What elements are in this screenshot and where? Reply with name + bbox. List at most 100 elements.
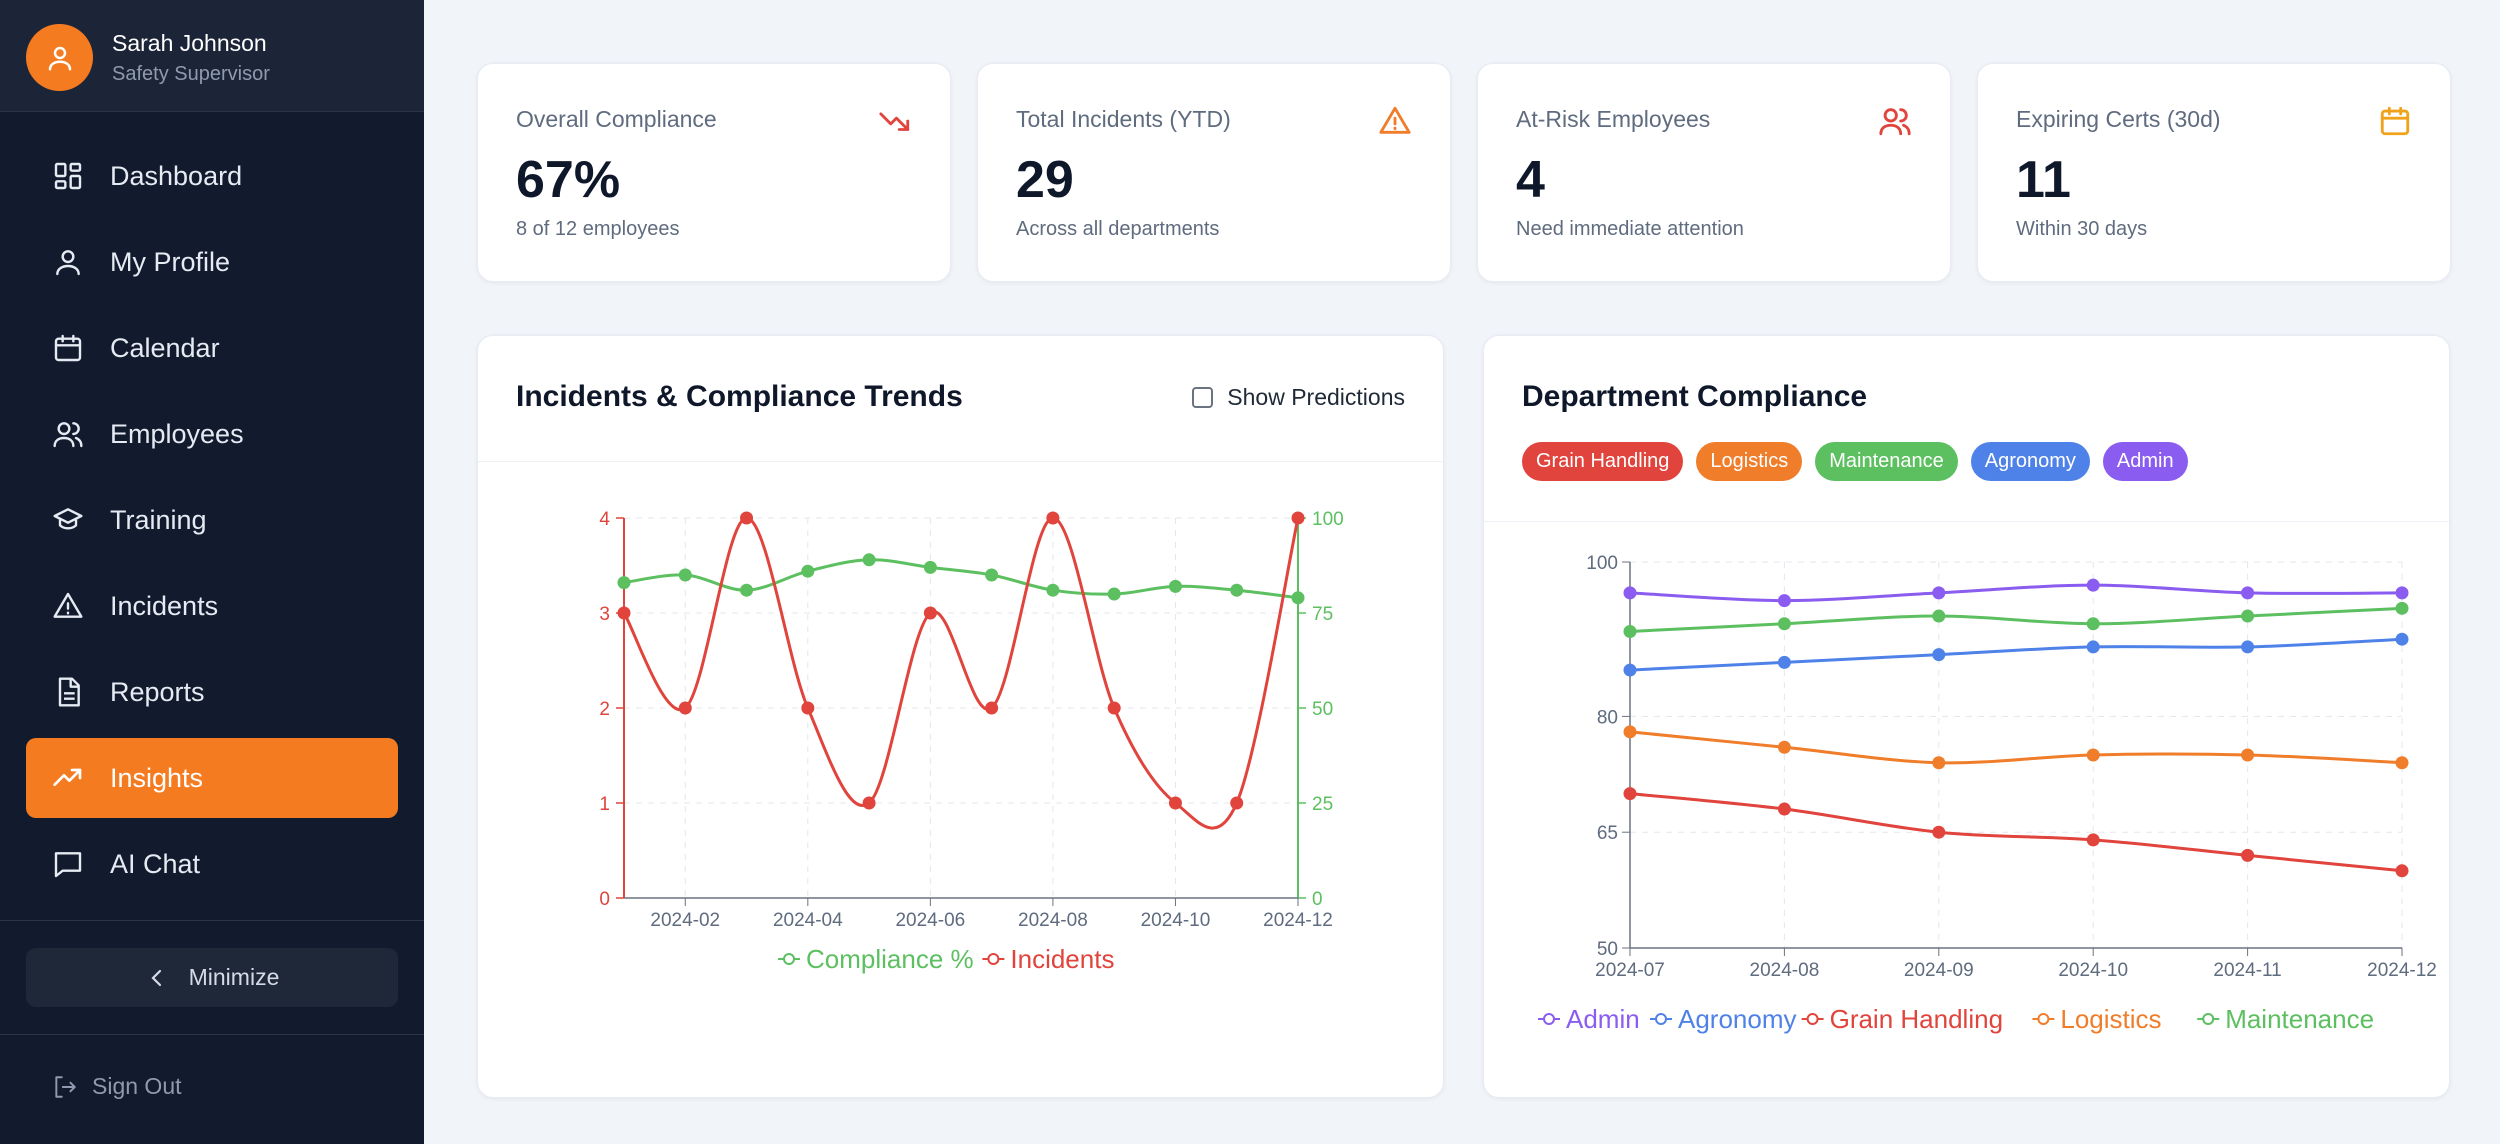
y-left-tick-label: 0 [599, 889, 610, 910]
sidebar-divider [0, 1034, 424, 1035]
series-line-maintenance [1629, 606, 2403, 633]
minimize-button[interactable]: Minimize [26, 948, 398, 1007]
kpi-label: Expiring Certs (30d) [2016, 106, 2221, 132]
data-point-incidents [678, 701, 692, 715]
legend-label-logistics: Logistics [2060, 1004, 2161, 1034]
nav-item-ai-chat[interactable]: AI Chat [26, 824, 398, 904]
data-point-maintenance [1623, 624, 1637, 638]
data-point-grain-handling [1777, 802, 1791, 816]
data-point-grain-handling [1623, 787, 1637, 801]
data-point-admin [1623, 586, 1637, 600]
x-tick-label: 2024-02 [650, 910, 720, 931]
data-point-maintenance [2241, 609, 2255, 623]
kpi-label: At-Risk Employees [1516, 106, 1711, 132]
x-tick-label: 2024-04 [773, 910, 843, 931]
data-point-logistics [1932, 756, 1946, 770]
trends-chart-card: Incidents & Compliance Trends Show Predi… [477, 335, 1444, 1098]
data-point-incidents [1107, 701, 1121, 715]
data-point-grain-handling [1932, 825, 1946, 839]
data-point-grain-handling [2086, 833, 2100, 847]
chip-maintenance[interactable]: Maintenance [1815, 442, 1958, 481]
show-predictions-toggle[interactable]: Show Predictions [1192, 384, 1405, 411]
legend-marker-dot [1543, 1013, 1555, 1025]
kpi-value: 67% [516, 151, 621, 209]
data-point-compliance [1046, 583, 1060, 597]
user-profile-header[interactable]: Sarah Johnson Safety Supervisor [0, 0, 424, 112]
kpi-card-expiring-certs: Expiring Certs (30d) 11 Within 30 days [1977, 63, 2451, 282]
nav-item-training[interactable]: Training [26, 480, 398, 560]
data-point-incidents [740, 511, 754, 525]
kpi-subtext: Need immediate attention [1516, 218, 1744, 240]
data-point-compliance [1168, 579, 1182, 593]
nav-label: Incidents [110, 590, 219, 621]
y-left-tick-label: 2 [599, 699, 610, 720]
data-point-compliance [862, 553, 876, 567]
legend-marker-dot [783, 953, 795, 965]
nav-item-my-profile[interactable]: My Profile [26, 222, 398, 302]
data-point-agronomy [2086, 640, 2100, 654]
nav-item-insights[interactable]: Insights [26, 738, 398, 818]
kpi-value: 4 [1516, 151, 1545, 209]
data-point-logistics [2086, 748, 2100, 762]
show-predictions-label: Show Predictions [1227, 384, 1405, 410]
series-line-incidents [622, 516, 1300, 830]
chip-agronomy[interactable]: Agronomy [1970, 442, 2090, 481]
x-tick-label: 2024-08 [1750, 960, 1820, 981]
data-point-compliance [801, 564, 815, 578]
trending-up-icon [53, 768, 82, 786]
series-line-agronomy [1629, 637, 2403, 672]
sidebar: Sarah Johnson Safety Supervisor Dashboar… [0, 0, 424, 1144]
kpi-label: Overall Compliance [516, 106, 717, 132]
x-tick-label: 2024-09 [1904, 960, 1974, 981]
nav-item-calendar[interactable]: Calendar [26, 308, 398, 388]
show-predictions-checkbox[interactable] [1192, 387, 1214, 408]
data-point-grain-handling [2395, 864, 2409, 878]
data-point-incidents [1230, 796, 1244, 810]
chip-admin[interactable]: Admin [2102, 442, 2188, 481]
data-point-admin [2395, 586, 2409, 600]
data-point-logistics [2241, 748, 2255, 762]
sign-out-button[interactable]: Sign Out [52, 1073, 182, 1100]
x-tick-label: 2024-07 [1595, 960, 1665, 981]
chevron-left-icon [151, 969, 161, 986]
y-left-tick-label: 3 [599, 604, 610, 625]
kpi-value: 29 [1016, 151, 1074, 209]
data-point-maintenance [2395, 601, 2409, 615]
user-role: Safety Supervisor [112, 63, 270, 85]
kpi-label: Total Incidents (YTD) [1016, 106, 1231, 132]
legend-label-incidents: Incidents [1010, 944, 1114, 974]
trending-down-icon [879, 112, 910, 131]
nav-label: Reports [110, 676, 205, 707]
y-tick-label: 50 [1597, 939, 1618, 960]
data-point-logistics [2395, 756, 2409, 770]
nav-item-reports[interactable]: Reports [26, 652, 398, 732]
nav-label: Dashboard [110, 160, 243, 191]
department-filter-chips: Grain Handling Logistics Maintenance Agr… [1522, 442, 2188, 481]
legend-label-grain-handling: Grain Handling [1830, 1004, 2003, 1034]
user-icon [48, 46, 71, 70]
data-point-admin [2086, 578, 2100, 592]
nav-item-dashboard[interactable]: Dashboard [26, 136, 398, 216]
warning-icon [1379, 106, 1411, 134]
nav-item-incidents[interactable]: Incidents [26, 566, 398, 646]
x-tick-label: 2024-12 [1263, 910, 1333, 931]
data-point-compliance [617, 576, 631, 590]
minimize-label: Minimize [188, 964, 280, 990]
data-point-compliance [985, 568, 999, 582]
data-point-compliance [1107, 587, 1121, 601]
y-left-tick-label: 4 [599, 509, 610, 530]
data-point-incidents [1168, 796, 1182, 810]
chip-grain-handling[interactable]: Grain Handling [1522, 442, 1684, 481]
data-point-compliance [1291, 591, 1305, 605]
data-point-compliance [1230, 583, 1244, 597]
sidebar-divider [0, 920, 424, 921]
y-right-tick-label: 0 [1312, 889, 1323, 910]
legend-label-admin: Admin [1566, 1004, 1640, 1034]
kpi-subtext: Within 30 days [2016, 218, 2148, 240]
y-tick-label: 80 [1597, 707, 1618, 728]
nav-item-employees[interactable]: Employees [26, 394, 398, 474]
data-point-agronomy [1932, 648, 1946, 662]
graduation-cap-icon [53, 508, 83, 530]
chip-logistics[interactable]: Logistics [1696, 442, 1803, 481]
y-tick-label: 65 [1597, 823, 1618, 844]
